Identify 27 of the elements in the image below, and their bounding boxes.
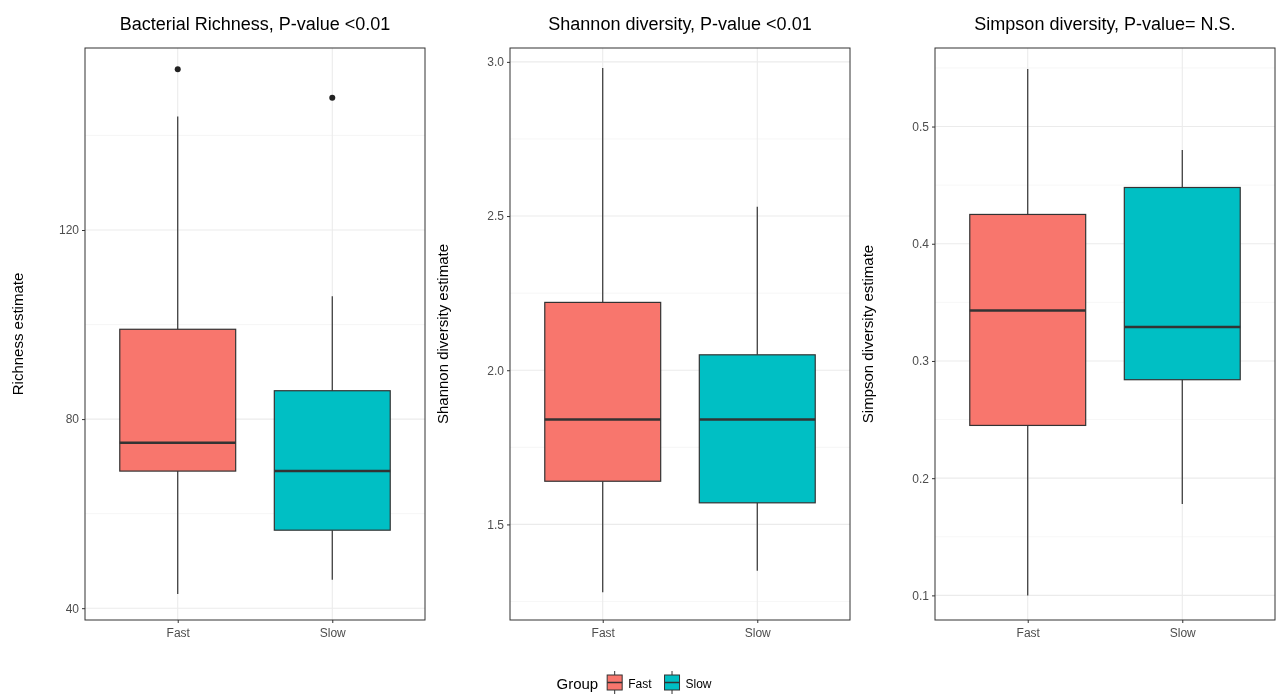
y-tick-label: 3.0 [487,55,505,70]
x-tick-label: Slow [744,625,772,640]
x-tick-label: Fast [591,625,616,640]
y-tick-label: 0.2 [912,471,930,486]
chart-title: Bacterial Richness, P-value <0.01 [119,14,391,34]
chart-title: Simpson diversity, P-value= N.S. [974,14,1236,34]
legend-label: Fast [628,677,653,691]
legend-title: Group [556,675,599,692]
y-tick-label: 0.3 [912,354,930,369]
y-tick-label: 0.1 [912,588,930,603]
chart-title: Shannon diversity, P-value <0.01 [548,14,812,34]
x-tick-label: Slow [319,625,347,640]
legend-label: Slow [685,677,712,691]
y-axis-title: Simpson diversity estimate [859,244,876,424]
y-tick-label: 0.4 [912,237,930,252]
y-tick-label: 80 [65,412,80,427]
y-tick-label: 2.0 [487,363,505,378]
y-axis-title: Richness estimate [9,272,26,396]
y-tick-label: 0.5 [912,119,930,134]
x-tick-label: Slow [1169,625,1197,640]
y-tick-label: 2.5 [487,209,505,224]
y-tick-label: 40 [65,601,80,616]
y-axis-title: Shannon diversity estimate [434,243,451,425]
x-tick-label: Fast [166,625,191,640]
x-tick-label: Fast [1016,625,1041,640]
y-tick-label: 120 [58,223,80,238]
y-tick-label: 1.5 [487,517,505,532]
